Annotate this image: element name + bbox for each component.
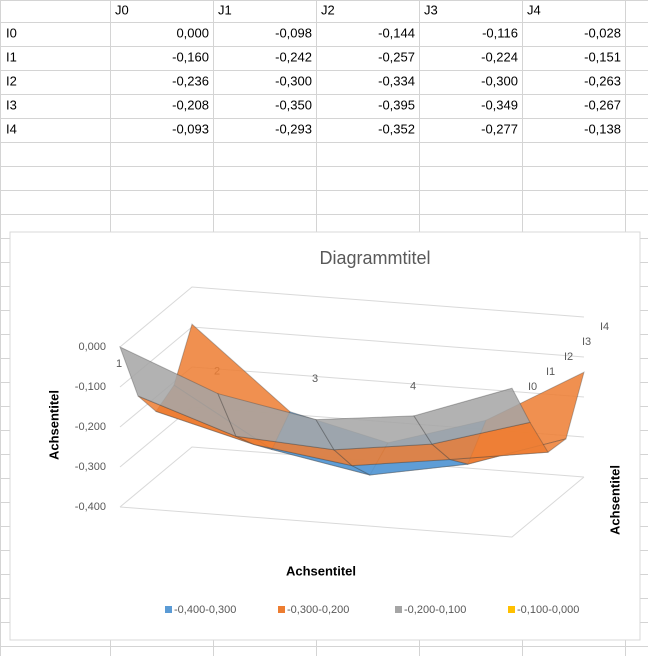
axis-line: [119, 476, 585, 538]
cell: -0,300: [481, 73, 518, 88]
x-axis-title: Achsentitel: [286, 563, 356, 578]
x-tick-label: 4: [410, 380, 416, 392]
cell: -0,151: [584, 49, 621, 64]
legend-label: -0,200-0,100: [404, 604, 466, 616]
legend-swatch: [165, 606, 172, 613]
legend-label: -0,300-0,200: [287, 604, 349, 616]
cell: -0,334: [378, 73, 415, 88]
cell: -0,352: [378, 121, 415, 136]
cell: -0,349: [481, 97, 518, 112]
column-header: J0: [115, 2, 129, 17]
cell: 0,000: [176, 25, 209, 40]
chart-title: Diagrammtitel: [319, 248, 430, 268]
z-axis-title: Achsentitel: [46, 390, 61, 460]
x-tick-label: 1: [116, 358, 122, 370]
depth-tick-label: I3: [582, 336, 591, 348]
cell: -0,093: [172, 121, 209, 136]
cell: -0,395: [378, 97, 415, 112]
legend-swatch: [278, 606, 285, 613]
chart: Diagrammtitel Achsentitel Achsentitel Ac…: [46, 248, 622, 616]
cell: -0,257: [378, 49, 415, 64]
x-tick-label: 3: [312, 373, 318, 385]
legend-swatch: [508, 606, 515, 613]
cell: -0,028: [584, 25, 621, 40]
surface-face: [315, 415, 433, 451]
cell: -0,208: [172, 97, 209, 112]
cell: -0,277: [481, 121, 518, 136]
grid-line: [119, 286, 585, 348]
cell: -0,236: [172, 73, 209, 88]
depth-tick-label: I4: [600, 321, 609, 333]
cell: -0,300: [275, 73, 312, 88]
column-header: J2: [321, 2, 335, 17]
z-tick-label: -0,400: [75, 501, 106, 513]
cell: -0,263: [584, 73, 621, 88]
z-tick-label: -0,200: [75, 421, 106, 433]
cell: -0,293: [275, 121, 312, 136]
z-tick-label: -0,100: [75, 381, 106, 393]
cell: -0,242: [275, 49, 312, 64]
cell: -0,350: [275, 97, 312, 112]
row-header: I1: [6, 49, 17, 64]
surface-face: [430, 421, 549, 461]
cell: -0,160: [172, 49, 209, 64]
column-header: J3: [424, 2, 438, 17]
depth-tick-label: I1: [546, 366, 555, 378]
cell: -0,098: [275, 25, 312, 40]
column-header: J1: [218, 2, 232, 17]
legend-swatch: [395, 606, 402, 613]
legend-label: -0,400-0,300: [174, 604, 236, 616]
grid-line: [119, 446, 585, 508]
depth-axis-title: Achsentitel: [607, 465, 622, 535]
z-tick-label: -0,300: [75, 461, 106, 473]
cell: -0,144: [378, 25, 415, 40]
row-header: I4: [6, 121, 17, 136]
depth-tick-label: I0: [528, 381, 537, 393]
row-header: I2: [6, 73, 17, 88]
row-header: I0: [6, 25, 17, 40]
cell: -0,267: [584, 97, 621, 112]
column-header: J4: [527, 2, 541, 17]
cell: -0,116: [482, 25, 518, 40]
depth-tick-label: I2: [564, 351, 573, 363]
legend-label: -0,100-0,000: [517, 604, 579, 616]
z-tick-label: 0,000: [78, 341, 106, 353]
cell: -0,138: [584, 121, 621, 136]
row-header: I3: [6, 97, 17, 112]
cell: -0,224: [481, 49, 518, 64]
surface-face: [413, 387, 531, 445]
